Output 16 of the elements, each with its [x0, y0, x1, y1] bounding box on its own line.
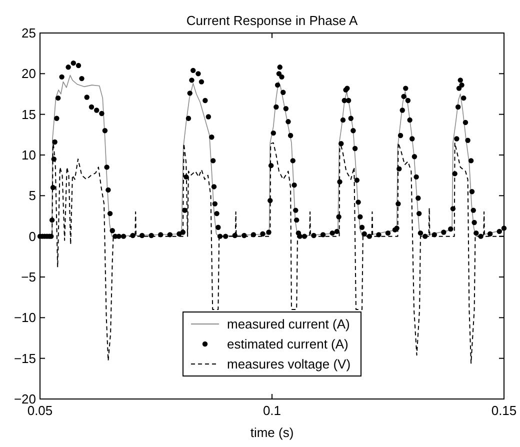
y-tick-label: 25 [22, 26, 36, 41]
legend-label: estimated current (A) [227, 336, 348, 352]
y-tick-label: 15 [22, 106, 36, 122]
x-tick-label: 0.15 [491, 403, 517, 418]
x-axis-title: time (s) [250, 425, 294, 440]
y-tick-label: 0 [28, 228, 36, 244]
y-tick-label: 10 [22, 148, 36, 163]
x-tick-label: 0.1 [262, 403, 282, 418]
y-tick-label: −5 [21, 270, 36, 285]
y-tick-label: −10 [14, 310, 36, 326]
y-tick-label: 5 [28, 188, 36, 204]
legend-label: measured current (A) [227, 316, 350, 332]
legend-label: measures voltage (V) [227, 356, 351, 372]
y-tick-label: −15 [14, 350, 36, 366]
y-tick-label: 20 [22, 66, 36, 82]
chart-title: Current Response in Phase A [186, 13, 358, 28]
